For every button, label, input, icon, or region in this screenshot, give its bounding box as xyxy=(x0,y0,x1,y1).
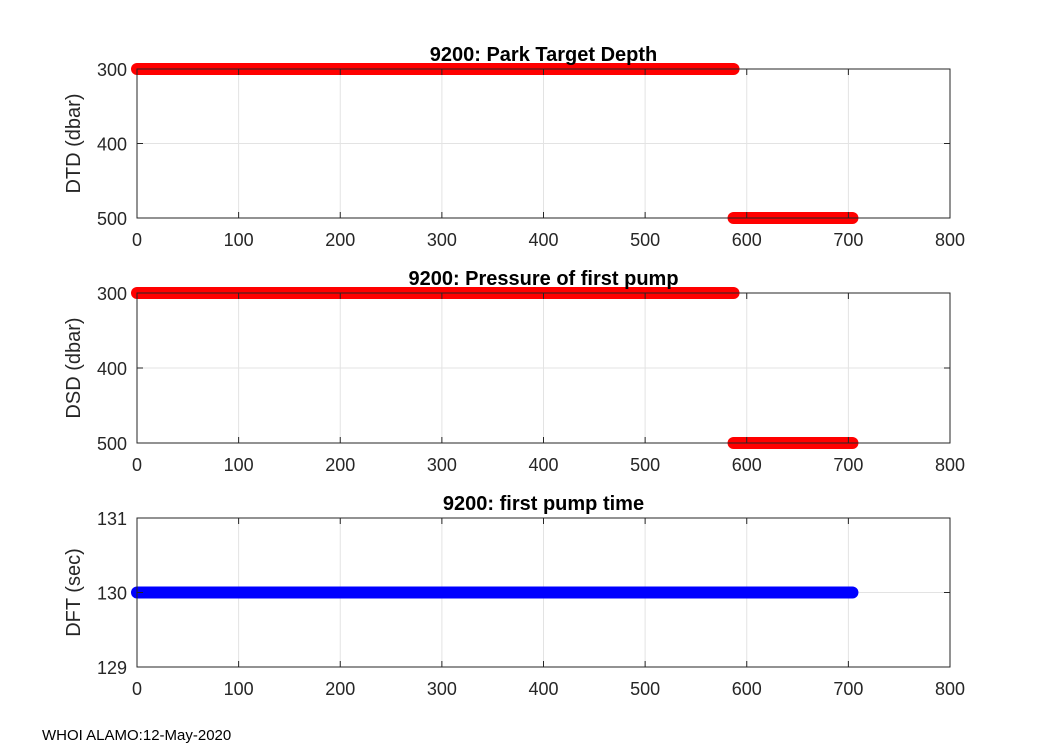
y-tick-label: 130 xyxy=(97,584,127,604)
x-tick-label: 200 xyxy=(325,230,355,250)
x-tick-label: 100 xyxy=(224,679,254,699)
chart-panel-3: 0 100 200 300 400 500 600 700 800 129 130 131 DFT (s… xyxy=(63,493,965,699)
chart-panel-2: 0 100 200 300 400 500 600 700 800 300 400 500 DSD (d… xyxy=(63,268,965,475)
x-tick-label: 0 xyxy=(132,455,142,475)
x-tick-label: 800 xyxy=(935,679,965,699)
x-tick-label: 500 xyxy=(630,455,660,475)
x-tick-label: 600 xyxy=(732,455,762,475)
y-axis-label: DFT (sec) xyxy=(63,548,85,637)
y-axis-label: DSD (dbar) xyxy=(63,317,85,418)
y-tick-label: 400 xyxy=(97,135,127,155)
x-tick-label: 400 xyxy=(528,455,558,475)
y-axis-label: DTD (dbar) xyxy=(63,93,85,193)
chart-title: 9200: Park Target Depth xyxy=(430,44,658,66)
x-tick-label: 700 xyxy=(833,455,863,475)
x-tick-label: 500 xyxy=(630,679,660,699)
x-tick-label: 800 xyxy=(935,230,965,250)
y-tick-label: 400 xyxy=(97,359,127,379)
chart-title: 9200: first pump time xyxy=(443,493,644,515)
x-tick-label: 200 xyxy=(325,679,355,699)
x-tick-label: 400 xyxy=(528,230,558,250)
x-tick-label: 600 xyxy=(732,230,762,250)
x-tick-label: 100 xyxy=(224,230,254,250)
x-tick-label: 200 xyxy=(325,455,355,475)
x-tick-label: 500 xyxy=(630,230,660,250)
x-tick-label: 400 xyxy=(528,679,558,699)
y-tick-label: 500 xyxy=(97,434,127,454)
x-tick-label: 600 xyxy=(732,679,762,699)
chart-title: 9200: Pressure of first pump xyxy=(408,268,678,290)
x-tick-label: 300 xyxy=(427,455,457,475)
x-tick-label: 0 xyxy=(132,230,142,250)
x-tick-label: 0 xyxy=(132,679,142,699)
chart-panel-1: 0 100 200 300 400 500 600 700 800 300 400 500 DTD (d… xyxy=(63,44,965,250)
y-tick-label: 129 xyxy=(97,658,127,678)
footer-stamp: WHOI ALAMO:12-May-2020 xyxy=(42,727,232,744)
x-tick-label: 800 xyxy=(935,455,965,475)
y-tick-label: 300 xyxy=(97,60,127,80)
x-tick-label: 700 xyxy=(833,679,863,699)
x-tick-label: 300 xyxy=(427,230,457,250)
x-tick-label: 700 xyxy=(833,230,863,250)
x-tick-label: 300 xyxy=(427,679,457,699)
y-tick-label: 500 xyxy=(97,209,127,229)
y-tick-label: 300 xyxy=(97,284,127,304)
x-tick-label: 100 xyxy=(224,455,254,475)
y-tick-label: 131 xyxy=(97,509,127,529)
